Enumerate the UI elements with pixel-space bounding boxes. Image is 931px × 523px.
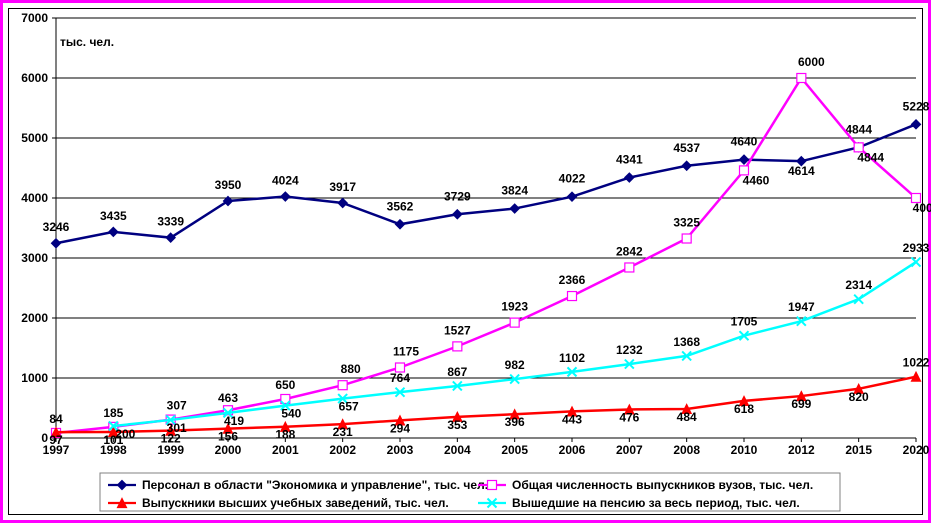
data-label: 2366 bbox=[559, 273, 586, 287]
y-tick-label: 4000 bbox=[21, 191, 48, 205]
data-label: 4022 bbox=[559, 172, 586, 186]
data-label: 2933 bbox=[903, 241, 930, 255]
data-label: 4024 bbox=[272, 174, 299, 188]
y-tick-label: 7000 bbox=[21, 11, 48, 25]
data-label: 307 bbox=[167, 399, 187, 413]
data-label: 540 bbox=[281, 407, 301, 421]
data-label: 301 bbox=[167, 421, 187, 435]
data-label: 867 bbox=[447, 365, 467, 379]
data-label: 1175 bbox=[393, 345, 419, 359]
data-label: 764 bbox=[390, 371, 410, 385]
x-tick-label: 2003 bbox=[387, 443, 414, 457]
data-label: 200 bbox=[115, 427, 135, 441]
legend-item-personnel: Персонал в области "Экономика и управлен… bbox=[108, 478, 488, 492]
data-label: 982 bbox=[505, 358, 525, 372]
data-label: 4614 bbox=[788, 164, 815, 178]
x-tick-label: 2007 bbox=[616, 443, 643, 457]
x-tick-label: 2001 bbox=[272, 443, 299, 457]
y-tick-label: 6000 bbox=[21, 71, 48, 85]
data-label: 650 bbox=[275, 378, 295, 392]
data-label: 3824 bbox=[501, 184, 528, 198]
data-label: 4844 bbox=[857, 150, 884, 164]
y-tick-label: 3000 bbox=[21, 251, 48, 265]
legend-label: Выпускники высших учебных заведений, тыс… bbox=[142, 496, 449, 510]
x-tick-label: 2012 bbox=[788, 443, 815, 457]
data-label: 443 bbox=[562, 412, 582, 426]
y-tick-label: 5000 bbox=[21, 131, 48, 145]
x-tick-label: 2002 bbox=[329, 443, 356, 457]
data-label: 3562 bbox=[387, 199, 414, 213]
data-label: 3339 bbox=[157, 215, 184, 229]
x-tick-label: 2010 bbox=[731, 443, 758, 457]
data-label: 3435 bbox=[100, 209, 127, 223]
data-label: 880 bbox=[341, 362, 361, 376]
data-label: 5228 bbox=[903, 99, 930, 113]
data-label: 1102 bbox=[559, 351, 585, 365]
series-total_grads: 84 185 307 463 650 880 1175 1527 1923 2366 2842 332… bbox=[49, 55, 931, 437]
data-label: 4000 bbox=[913, 201, 931, 215]
x-tick-label: 2020 bbox=[903, 443, 930, 457]
data-label: 4537 bbox=[673, 141, 700, 155]
legend-item-uni_grads: Выпускники высших учебных заведений, тыс… bbox=[108, 496, 449, 510]
legend-label: Персонал в области "Экономика и управлен… bbox=[142, 478, 488, 492]
data-label: 396 bbox=[505, 415, 525, 429]
data-label: 3950 bbox=[215, 178, 242, 192]
data-label: 231 bbox=[333, 425, 353, 439]
data-label: 156 bbox=[218, 430, 238, 444]
data-label: 699 bbox=[791, 397, 811, 411]
data-label: 4341 bbox=[616, 153, 643, 167]
x-tick-label: 2008 bbox=[673, 443, 700, 457]
y-tick-label: 1000 bbox=[21, 371, 48, 385]
data-label: 353 bbox=[447, 418, 467, 432]
data-label: 657 bbox=[339, 400, 359, 414]
legend-item-total_grads: Общая численность выпускников вузов, тыс… bbox=[478, 478, 813, 492]
legend-label: Вышедшие на пенсию за весь период, тыс. … bbox=[512, 496, 800, 510]
series-personnel: 3246 3435 3339 3950 4024 3917 3562 3729 3824 4022… bbox=[43, 99, 930, 247]
data-label: 3917 bbox=[329, 180, 356, 194]
data-label: 4460 bbox=[743, 173, 770, 187]
data-label: 1923 bbox=[501, 300, 528, 314]
y-axis-unit-label: тыс. чел. bbox=[60, 35, 114, 49]
data-label: 188 bbox=[275, 428, 295, 442]
data-label: 463 bbox=[218, 391, 238, 405]
legend-label: Общая численность выпускников вузов, тыс… bbox=[512, 478, 813, 492]
data-label: 294 bbox=[390, 421, 410, 435]
data-label: 1705 bbox=[731, 315, 758, 329]
data-label: 3246 bbox=[43, 220, 70, 234]
data-label: 1022 bbox=[903, 356, 930, 370]
legend-item-retired: Вышедшие на пенсию за весь период, тыс. … bbox=[478, 496, 800, 510]
data-label: 618 bbox=[734, 402, 754, 416]
x-tick-label: 2015 bbox=[845, 443, 872, 457]
x-tick-label: 2006 bbox=[559, 443, 586, 457]
data-label: 3729 bbox=[444, 189, 471, 203]
x-tick-label: 2004 bbox=[444, 443, 471, 457]
y-tick-label: 2000 bbox=[21, 311, 48, 325]
data-label: 84 bbox=[49, 412, 63, 426]
data-label: 484 bbox=[677, 410, 697, 424]
data-label: 2842 bbox=[616, 244, 643, 258]
data-label: 419 bbox=[224, 414, 244, 428]
data-label: 6000 bbox=[798, 55, 825, 69]
data-label: 2314 bbox=[845, 278, 872, 292]
x-tick-label: 2000 bbox=[215, 443, 242, 457]
data-label: 97 bbox=[49, 433, 63, 447]
data-label: 1368 bbox=[673, 335, 700, 349]
data-label: 820 bbox=[849, 390, 869, 404]
data-label: 185 bbox=[103, 406, 123, 420]
data-label: 1527 bbox=[444, 323, 471, 337]
data-label: 1232 bbox=[616, 343, 643, 357]
x-tick-label: 2005 bbox=[501, 443, 528, 457]
data-label: 476 bbox=[619, 410, 639, 424]
data-label: 3325 bbox=[673, 216, 700, 230]
data-label: 1947 bbox=[788, 300, 815, 314]
data-label: 4640 bbox=[731, 135, 758, 149]
